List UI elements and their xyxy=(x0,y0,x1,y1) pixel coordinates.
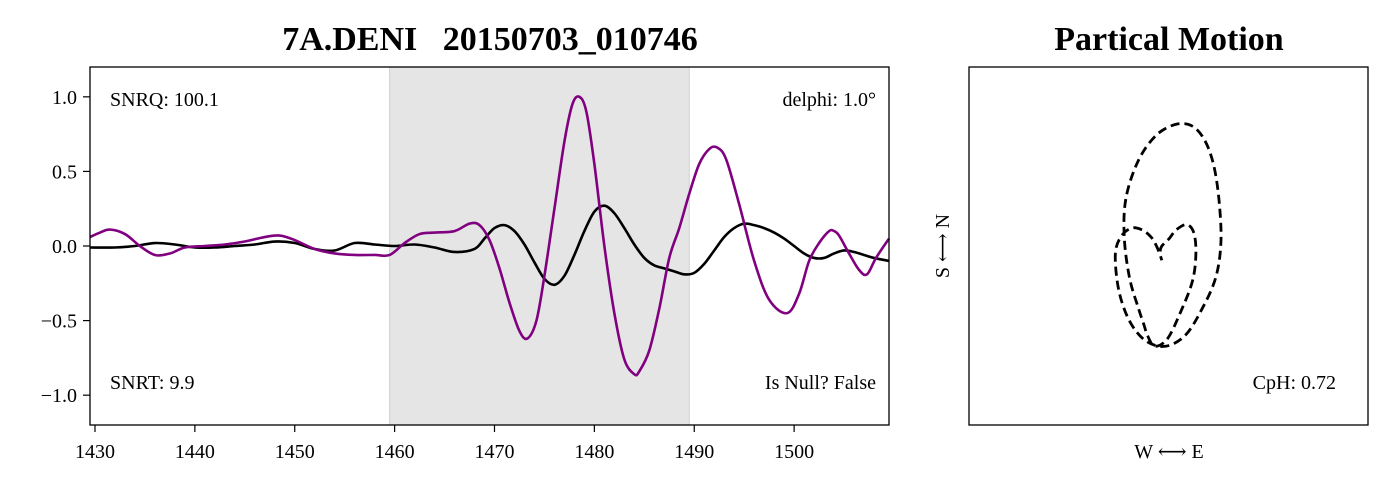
x-tick-label: 1500 xyxy=(774,441,814,463)
cph-annotation: CpH: 0.72 xyxy=(1253,372,1336,394)
y-tick-label: −1.0 xyxy=(41,385,77,407)
window-shade xyxy=(389,66,690,426)
trace-line-0 xyxy=(89,204,890,287)
trace-y-axis: 1.0 0.5 0.0 −0.5 −1.0 xyxy=(41,87,90,407)
y-tick-label: 1.0 xyxy=(52,87,77,109)
motion-ylabel: S ⟷ N xyxy=(932,214,954,278)
delphi-annotation: delphi: 1.0° xyxy=(782,89,876,111)
y-tick-label: 0.5 xyxy=(52,161,77,183)
motion-xlabel: W ⟷ E xyxy=(1134,441,1203,463)
snrq-annotation: SNRQ: 100.1 xyxy=(110,89,219,111)
x-tick-label: 1490 xyxy=(674,441,714,463)
x-tick-label: 1440 xyxy=(175,441,215,463)
motion-frame xyxy=(968,66,1369,426)
y-tick-label: 0.0 xyxy=(52,236,77,258)
x-tick-label: 1430 xyxy=(75,441,115,463)
trace-line-1 xyxy=(89,95,891,377)
motion-series-group xyxy=(1113,122,1223,348)
x-tick-label: 1460 xyxy=(375,441,415,463)
x-tick-label: 1480 xyxy=(574,441,614,463)
trace-x-axis: 1430 1440 1450 1460 1470 1480 1490 1500 xyxy=(75,425,814,463)
is-null-annotation: Is Null? False xyxy=(765,372,876,394)
x-tick-label: 1470 xyxy=(474,441,514,463)
motion-title: Partical Motion xyxy=(1054,21,1284,58)
motion-line-0 xyxy=(1113,122,1223,348)
x-tick-label: 1450 xyxy=(275,441,315,463)
trace-series-group xyxy=(89,95,891,377)
y-tick-label: −0.5 xyxy=(41,311,77,333)
snrt-annotation: SNRT: 9.9 xyxy=(110,372,194,394)
trace-panel: 7A.DENI 20150703_010746 1430 1440 1450 1460… xyxy=(41,21,891,463)
trace-title: 7A.DENI 20150703_010746 xyxy=(282,21,698,58)
motion-panel: Partical Motion CpH: 0.72 W ⟷ E S ⟷ N xyxy=(932,21,1369,463)
